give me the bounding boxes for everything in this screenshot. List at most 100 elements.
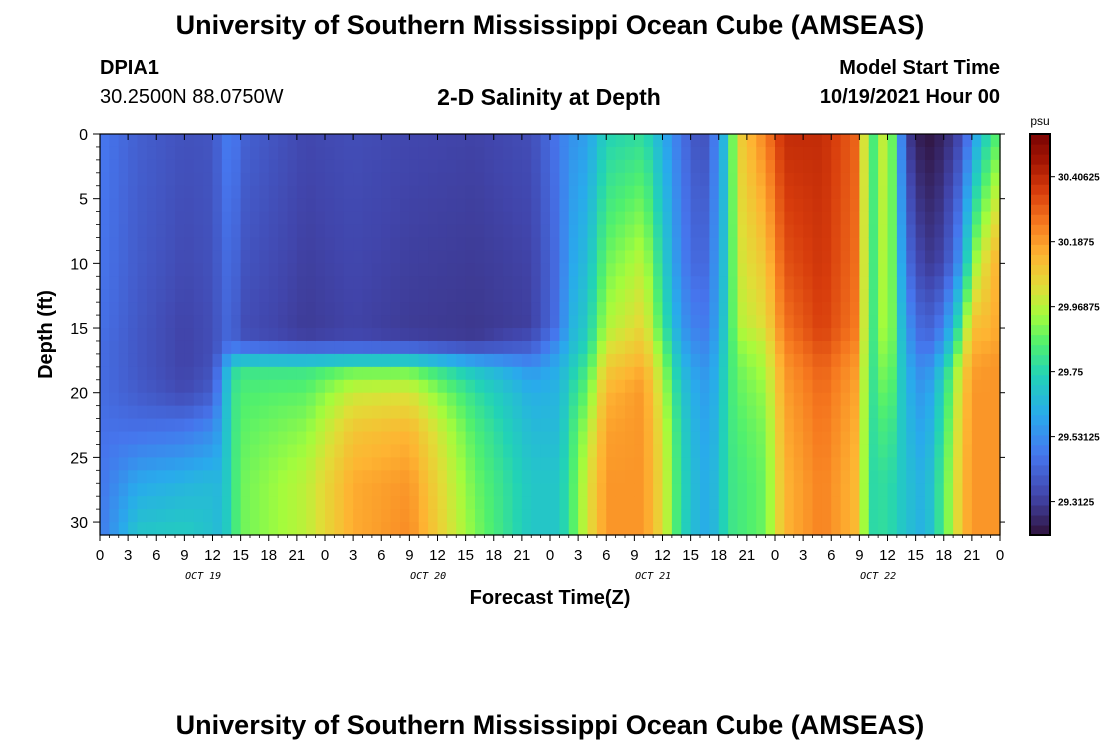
x-tick-label: 15 <box>682 547 699 564</box>
heatmap-cell <box>381 276 392 290</box>
heatmap-cell <box>156 289 167 303</box>
heatmap-cell <box>503 392 514 407</box>
heatmap-cell <box>446 211 457 226</box>
heatmap-cell <box>146 237 157 252</box>
heatmap-cell <box>756 172 767 187</box>
heatmap-cell <box>625 509 635 523</box>
heatmap-cell <box>390 379 401 394</box>
heatmap-cell <box>831 276 842 290</box>
heatmap-cell <box>493 198 504 213</box>
heatmap-cell <box>128 483 139 497</box>
heatmap-cell <box>343 211 354 226</box>
heatmap-cell <box>700 211 710 226</box>
heatmap-cell <box>671 340 682 355</box>
heatmap-cell <box>775 159 785 174</box>
heatmap-cell <box>709 328 720 342</box>
heatmap-cell <box>203 276 214 290</box>
heatmap-cell <box>709 509 720 523</box>
heatmap-cell <box>231 509 242 523</box>
heatmap-cell <box>896 522 907 536</box>
heatmap-cell <box>906 224 917 239</box>
heatmap-cell <box>175 185 185 200</box>
heatmap-cell <box>146 302 157 316</box>
heatmap-cell <box>231 522 242 536</box>
heatmap-cell <box>184 302 195 316</box>
heatmap-cell <box>512 198 523 213</box>
heatmap-cell <box>503 146 514 161</box>
heatmap-cell <box>550 159 560 174</box>
heatmap-cell <box>784 211 795 226</box>
heatmap-cell <box>878 522 889 536</box>
heatmap-cell <box>925 483 935 497</box>
heatmap-cell <box>671 405 682 420</box>
heatmap-cell <box>315 418 326 433</box>
heatmap-cell <box>728 276 739 290</box>
heatmap-cell <box>400 185 410 200</box>
x-tick-label: 18 <box>260 547 277 564</box>
heatmap-cell <box>296 392 307 407</box>
heatmap-cell <box>409 366 420 381</box>
heatmap-cell <box>671 211 682 226</box>
heatmap-cell <box>371 457 382 471</box>
heatmap-cell <box>156 250 167 264</box>
heatmap-cell <box>240 134 251 148</box>
heatmap-cell <box>878 405 889 420</box>
heatmap-cell <box>756 353 767 368</box>
heatmap-cell <box>381 289 392 303</box>
heatmap-cell <box>643 302 654 316</box>
heatmap-cell <box>315 185 326 200</box>
heatmap-cell <box>653 315 664 329</box>
heatmap-cell <box>634 250 645 264</box>
heatmap-cell <box>296 224 307 239</box>
heatmap-cell <box>934 328 945 342</box>
heatmap-cell <box>128 405 139 420</box>
heatmap-cell <box>428 224 439 239</box>
heatmap-cell <box>596 172 607 187</box>
heatmap-cell <box>118 198 129 213</box>
heatmap-cell <box>484 198 495 213</box>
heatmap-cell <box>334 211 345 226</box>
heatmap-cell <box>990 522 1001 536</box>
heatmap-cell <box>596 340 607 355</box>
heatmap-cell <box>821 185 832 200</box>
heatmap-cell <box>531 211 542 226</box>
heatmap-cell <box>653 198 664 213</box>
heatmap-cell <box>371 211 382 226</box>
heatmap-cell <box>221 172 232 187</box>
heatmap-cell <box>521 340 532 355</box>
heatmap-cell <box>531 198 542 213</box>
heatmap-cell <box>315 470 326 484</box>
heatmap-cell <box>803 444 814 458</box>
heatmap-cell <box>915 198 926 213</box>
heatmap-cell <box>925 366 935 381</box>
heatmap-cell <box>165 315 176 329</box>
y-tick-label: 15 <box>70 321 88 338</box>
heatmap-cell <box>221 198 232 213</box>
heatmap-cell <box>878 224 889 239</box>
heatmap-cell <box>596 379 607 394</box>
heatmap-cell <box>540 522 551 536</box>
heatmap-cell <box>765 418 776 433</box>
heatmap-cell <box>568 302 579 316</box>
heatmap-cell <box>568 509 579 523</box>
heatmap-cell <box>503 276 514 290</box>
heatmap-cell <box>531 289 542 303</box>
heatmap-cell <box>887 198 898 213</box>
heatmap-cell <box>981 159 992 174</box>
heatmap-cell <box>662 315 673 329</box>
heatmap-cell <box>465 509 476 523</box>
heatmap-cell <box>896 224 907 239</box>
heatmap-cell <box>671 224 682 239</box>
heatmap-cell <box>203 457 214 471</box>
heatmap-cell <box>671 315 682 329</box>
heatmap-cell <box>915 237 926 252</box>
heatmap-cell <box>428 483 439 497</box>
heatmap-cell <box>296 134 307 148</box>
heatmap-cell <box>268 431 279 446</box>
heatmap-cell <box>306 353 317 368</box>
heatmap-cell <box>437 198 448 213</box>
heatmap-cell <box>193 392 204 407</box>
heatmap-cell <box>643 185 654 200</box>
heatmap-cell <box>587 276 598 290</box>
heatmap-cell <box>812 496 823 510</box>
